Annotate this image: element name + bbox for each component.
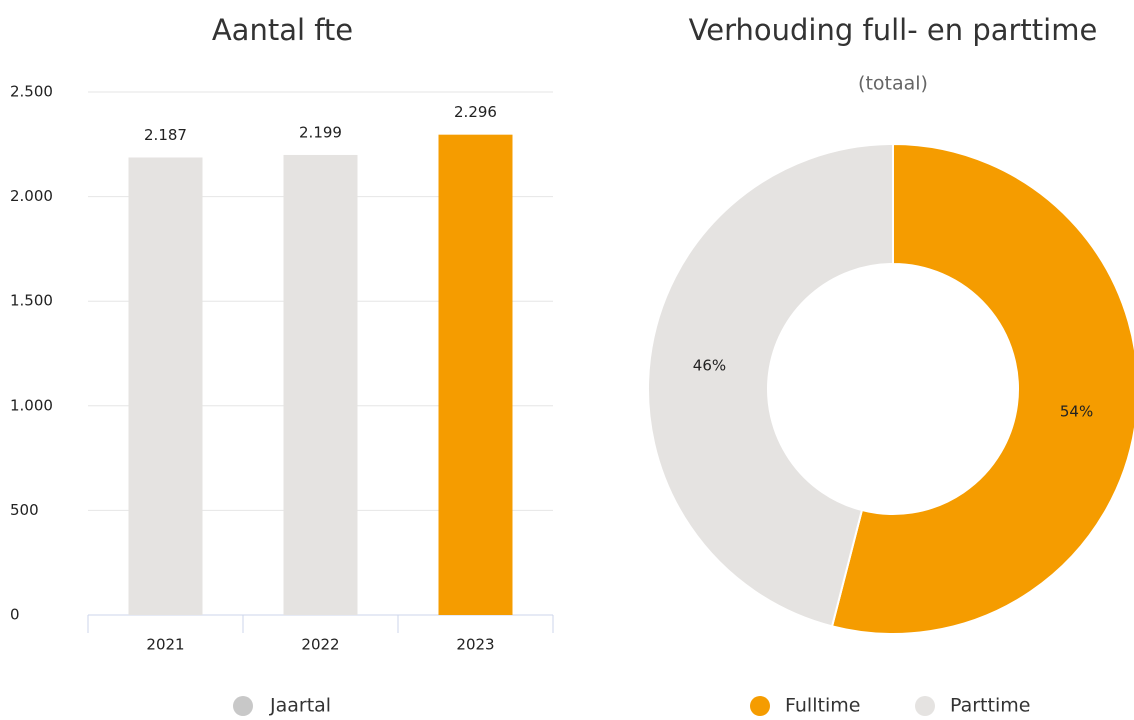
x-tick-label: 2021 — [146, 636, 184, 654]
bar — [283, 154, 358, 616]
y-tick-label: 1.500 — [10, 292, 53, 310]
y-tick-label: 2.500 — [10, 83, 53, 101]
data-label: 2.296 — [454, 103, 497, 121]
legend-marker — [233, 696, 253, 716]
y-tick-label: 0 — [10, 606, 20, 624]
x-tick-label: 2023 — [456, 636, 494, 654]
legend-label: Fulltime — [785, 695, 860, 717]
bar — [128, 157, 203, 615]
chart-subtitle: (totaal) — [858, 73, 928, 95]
y-tick-label: 2.000 — [10, 187, 53, 205]
y-tick-label: 1.000 — [10, 396, 53, 414]
legend-marker — [915, 696, 935, 716]
x-tick-label: 2022 — [301, 636, 339, 654]
data-label: 46% — [693, 356, 726, 374]
legend-label: Parttime — [950, 695, 1030, 717]
donut-slice — [830, 142, 1134, 635]
bar — [438, 134, 513, 615]
data-label: 54% — [1060, 403, 1093, 421]
legend-label: Jaartal — [269, 695, 331, 717]
data-label: 2.199 — [299, 123, 342, 141]
y-tick-label: 500 — [10, 501, 39, 519]
donut-slice — [647, 142, 894, 628]
legend-marker — [750, 696, 770, 716]
chart-title: Verhouding full- en parttime — [689, 13, 1098, 47]
data-label: 2.187 — [144, 126, 187, 144]
chart-title: Aantal fte — [212, 13, 353, 47]
